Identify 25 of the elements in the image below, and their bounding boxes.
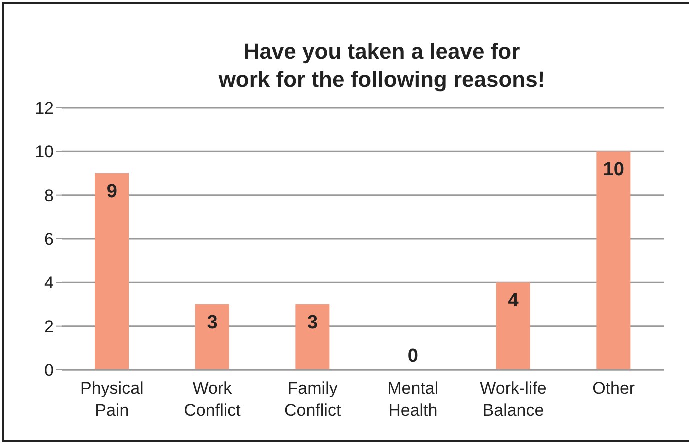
bar	[496, 282, 530, 370]
data-label: 3	[308, 312, 318, 334]
bar	[596, 152, 631, 370]
x-tick-label: Mental Health	[388, 379, 439, 420]
y-tick-label: 12	[35, 99, 54, 118]
x-tick-label: Family Conflict	[284, 379, 342, 420]
y-tick-label: 8	[44, 186, 54, 206]
y-tick-label: 10	[35, 142, 54, 162]
chart-title: Have you taken a leave for work for the following reasons!	[218, 38, 546, 94]
y-tick-label: 4	[44, 274, 54, 293]
data-label: 3	[207, 312, 218, 334]
x-tick-label: Work Conflict	[184, 379, 242, 420]
x-tick-label: Work-life Balance	[480, 379, 547, 420]
x-tick-label: Physical Pain	[80, 379, 144, 420]
data-label: 4	[508, 290, 520, 312]
data-label: 10	[603, 160, 624, 181]
y-tick-label: 2	[44, 317, 54, 336]
y-tick-label: 6	[44, 230, 54, 250]
bar	[296, 304, 330, 370]
x-tick-label: Other	[592, 379, 636, 398]
y-tick-label: 0	[44, 361, 54, 380]
data-label: 9	[106, 182, 118, 202]
bar	[195, 304, 230, 370]
bar	[95, 174, 129, 370]
data-label: 0	[408, 346, 418, 367]
